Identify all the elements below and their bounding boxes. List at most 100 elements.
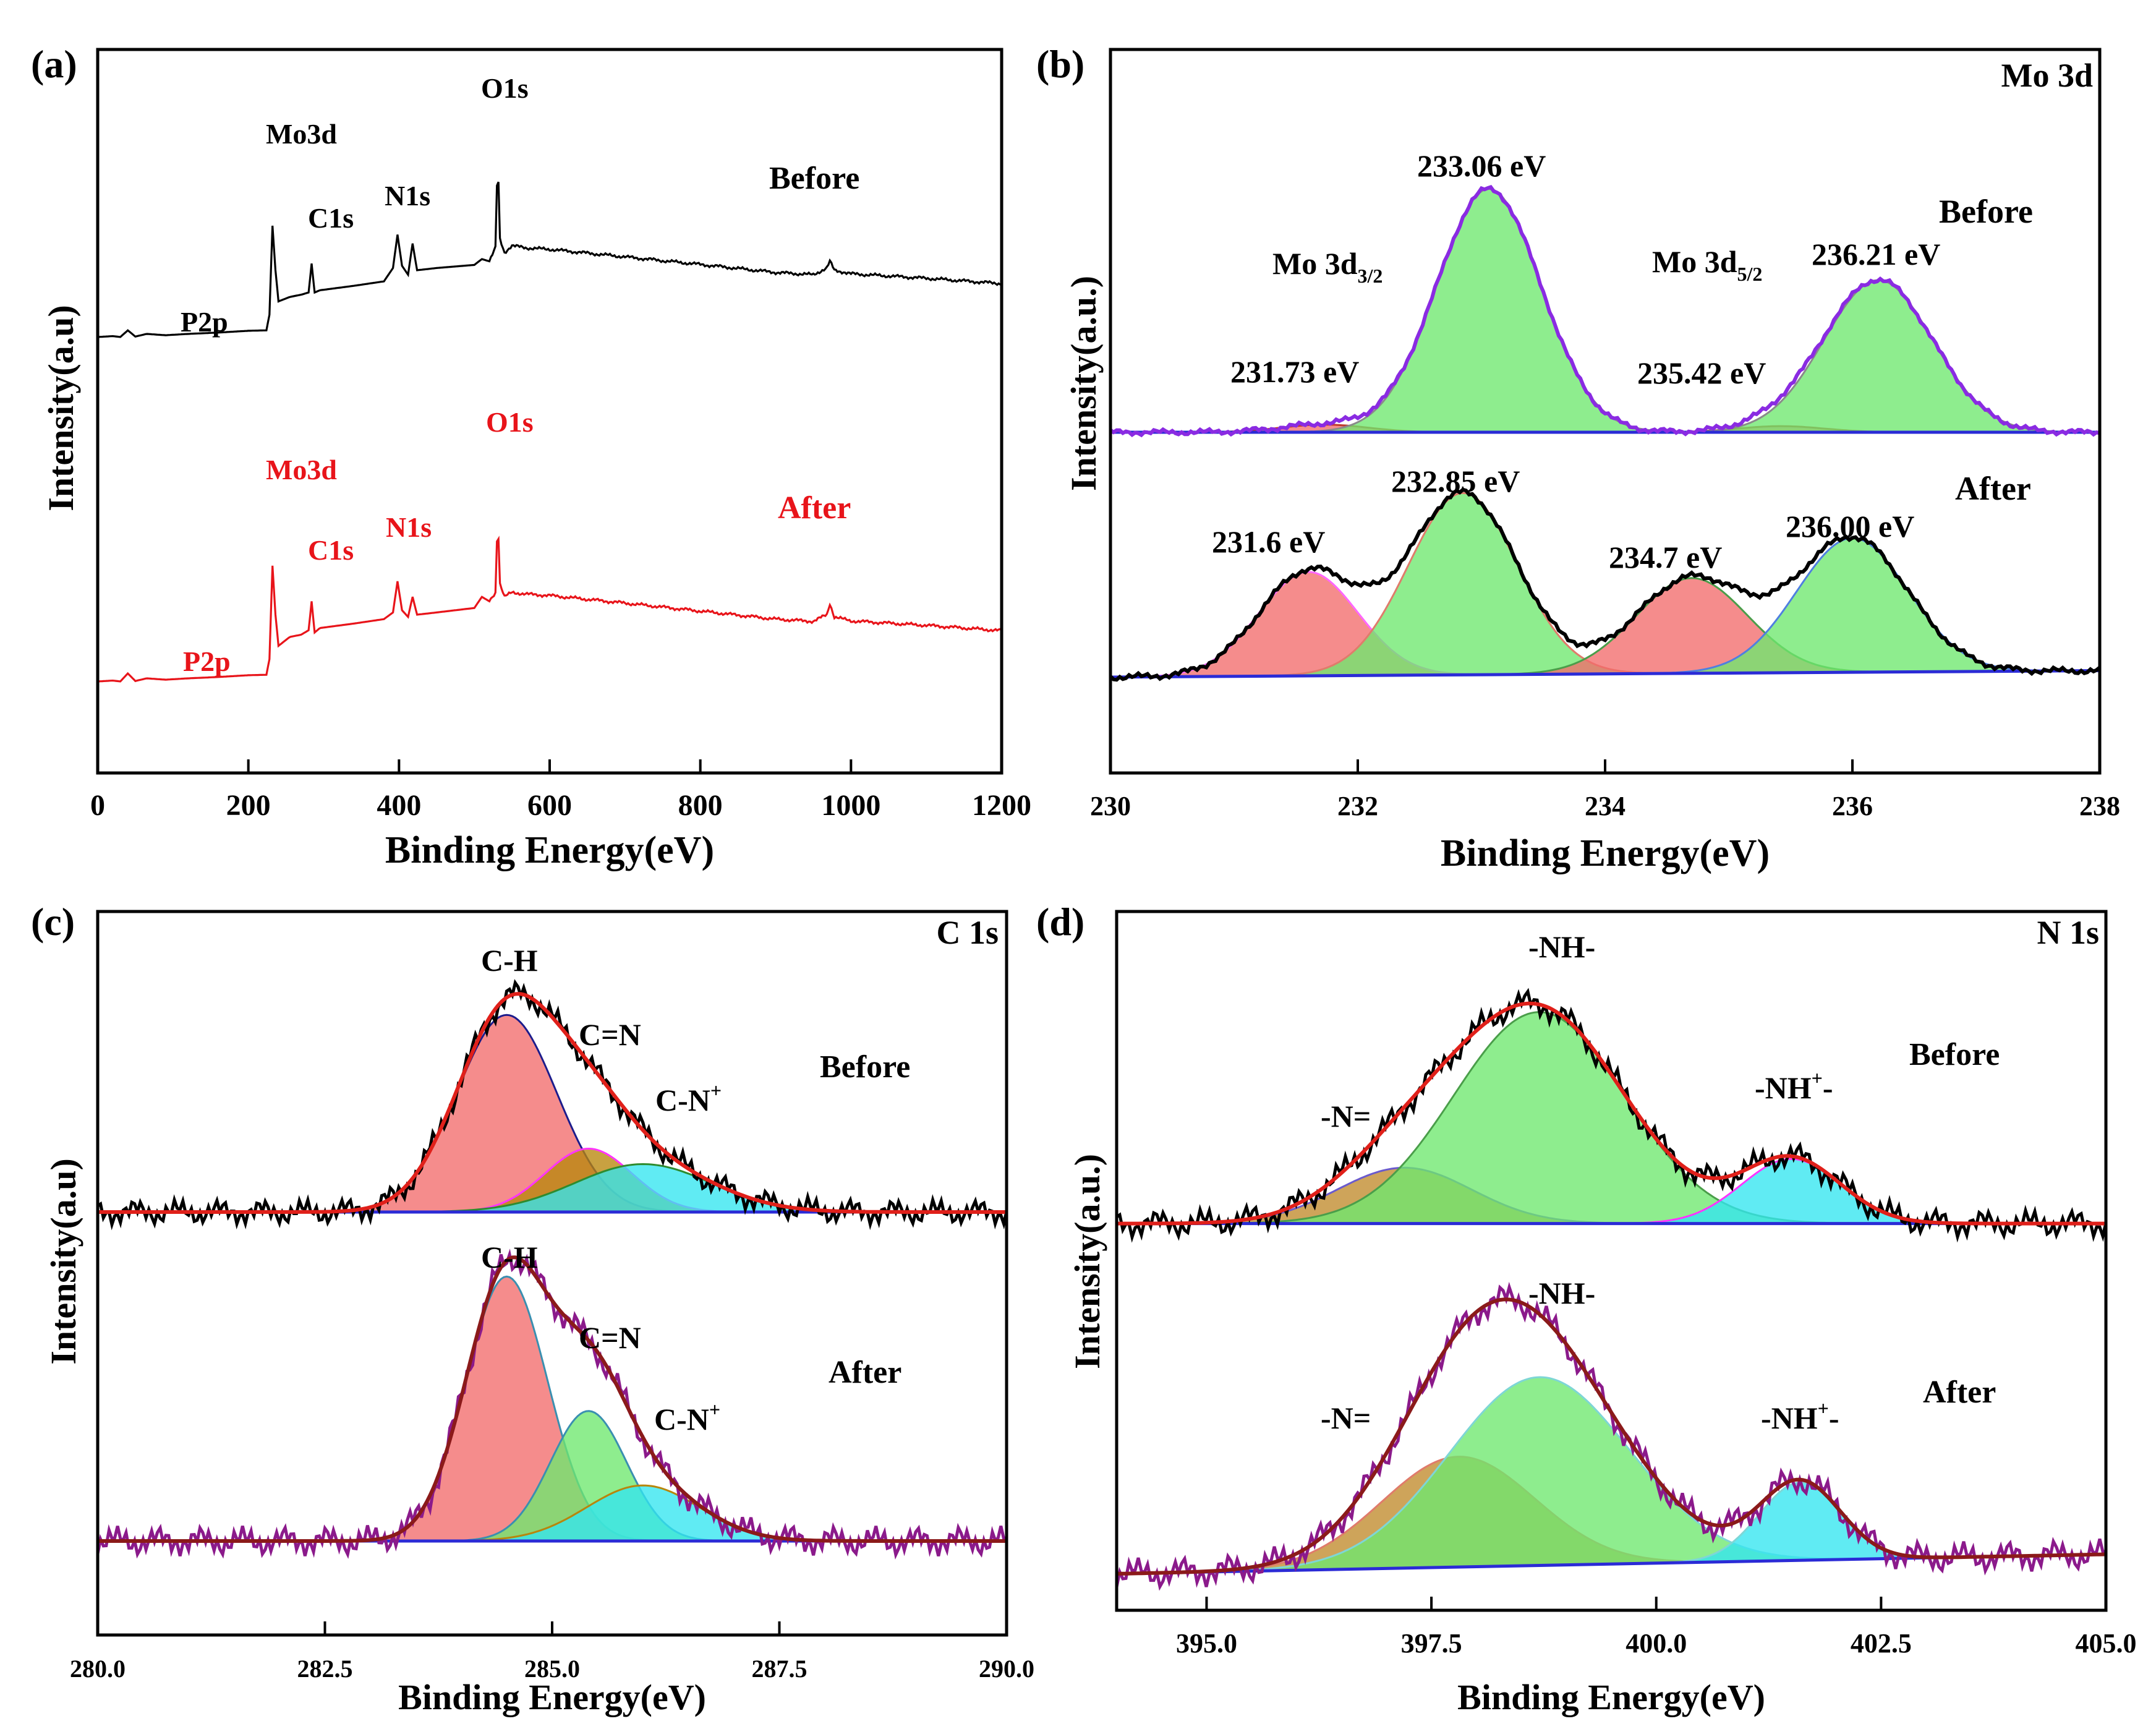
a-label-o1s-after: O1s bbox=[486, 406, 534, 438]
c-annotation-before: Before bbox=[820, 1049, 910, 1085]
a-series-before bbox=[97, 181, 1002, 338]
c-after-envelope bbox=[98, 1255, 1007, 1543]
panel-c-ylabel: Intensity(a.u) bbox=[43, 1158, 83, 1365]
d-annotation-before: Before bbox=[1909, 1037, 2000, 1072]
a-label-c1s-before: C1s bbox=[308, 202, 354, 234]
c-tick-label-0: 280.0 bbox=[70, 1655, 126, 1683]
b-tick-label-2: 234 bbox=[1585, 791, 1626, 821]
panel-b-mo3d-spectrum: 230 232 234 236 238 (b) Mo 3d Binding Energy… bbox=[1036, 42, 2120, 874]
a-label-n1s-after: N1s bbox=[386, 511, 432, 543]
b-label-236-00: 236.00 eV bbox=[1786, 509, 1914, 544]
b-label-mo3d52: Mo 3d5/2 bbox=[1652, 244, 1762, 285]
a-tick-label-1: 200 bbox=[226, 789, 271, 822]
c-tick-label-3: 287.5 bbox=[752, 1655, 807, 1683]
panel-a-x-ticks: 0 200 400 600 800 1000 1200 bbox=[90, 759, 1031, 822]
b-after-envelope bbox=[1109, 487, 2101, 682]
d-tick-label-1: 397.5 bbox=[1401, 1628, 1462, 1659]
d-label-nhplus-before: -NH+- bbox=[1755, 1067, 1833, 1105]
a-tick-label-6: 1200 bbox=[972, 789, 1031, 822]
b-tick-label-1: 232 bbox=[1337, 791, 1378, 821]
d-after-envelope bbox=[1116, 1297, 2107, 1576]
panel-d-n1s-spectrum: 395.0 397.5 400.0 402.5 405.0 (d) N 1s Bindi… bbox=[1036, 900, 2137, 1717]
b-tick-label-0: 230 bbox=[1090, 791, 1131, 821]
panel-c-xlabel: Binding Energy(eV) bbox=[398, 1677, 706, 1717]
b-tick-label-4: 238 bbox=[2079, 791, 2120, 821]
panel-a-ylabel: Intensity(a.u) bbox=[41, 305, 81, 511]
d-label-n-double-after: -N= bbox=[1321, 1401, 1371, 1435]
c-tick-label-1: 282.5 bbox=[297, 1655, 353, 1683]
panel-b-xlabel: Binding Energy(eV) bbox=[1441, 832, 1770, 874]
a-label-mo3d-before: Mo3d bbox=[266, 118, 337, 150]
b-tick-label-3: 236 bbox=[1832, 791, 1873, 821]
d-tick-label-3: 402.5 bbox=[1851, 1628, 1912, 1659]
c-label-cn-double-after: C=N bbox=[579, 1320, 641, 1355]
b-label-234-7: 234.7 eV bbox=[1609, 540, 1722, 574]
c-label-cnplus-before: C-N+ bbox=[655, 1079, 722, 1117]
c-label-ch-before: C-H bbox=[481, 943, 538, 978]
d-label-n-double-before: -N= bbox=[1321, 1099, 1371, 1133]
panel-d-letter: (d) bbox=[1036, 900, 1084, 944]
d-before-envelope bbox=[1117, 1001, 2106, 1226]
a-tick-label-3: 600 bbox=[527, 789, 572, 822]
a-tick-label-0: 0 bbox=[90, 789, 105, 822]
panel-c-c1s-spectrum: 280.0 282.5 285.0 287.5 290.0 (c) C 1s Bindi… bbox=[31, 900, 1034, 1717]
b-label-mo3d32: Mo 3d3/2 bbox=[1272, 246, 1383, 287]
panel-b-letter: (b) bbox=[1036, 42, 1084, 86]
c-label-ch-after: C-H bbox=[481, 1240, 538, 1274]
c-tick-label-2: 285.0 bbox=[524, 1655, 580, 1683]
a-label-p2p-after: P2p bbox=[183, 646, 231, 677]
a-tick-label-2: 400 bbox=[377, 789, 421, 822]
b-annotation-before: Before bbox=[1939, 193, 2033, 230]
panel-a-curves bbox=[97, 181, 1003, 683]
panel-b-title: Mo 3d bbox=[2001, 57, 2094, 94]
panel-d-ylabel: Intensity(a.u.) bbox=[1067, 1154, 1107, 1369]
b-label-236-21: 236.21 eV bbox=[1812, 237, 1940, 271]
c-tick-label-4: 290.0 bbox=[979, 1655, 1034, 1683]
a-label-c1s-after: C1s bbox=[308, 534, 354, 566]
panel-c-letter: (c) bbox=[31, 900, 75, 944]
panel-b-curves bbox=[1109, 184, 2101, 682]
panel-b-ylabel: Intensity(a.u.) bbox=[1063, 276, 1104, 491]
a-label-n1s-before: N1s bbox=[385, 180, 430, 211]
a-tick-label-4: 800 bbox=[678, 789, 723, 822]
d-label-nh-before: -NH- bbox=[1528, 929, 1595, 964]
b-label-231-6: 231.6 eV bbox=[1212, 524, 1325, 559]
a-annotation-after: After bbox=[778, 490, 851, 526]
panel-c-curves bbox=[96, 979, 1008, 1560]
panel-d-xlabel: Binding Energy(eV) bbox=[1457, 1677, 1765, 1717]
c-before-envelope bbox=[98, 992, 1007, 1214]
b-before-envelope bbox=[1109, 184, 2100, 438]
a-label-p2p-before: P2p bbox=[181, 306, 228, 338]
panel-d-title: N 1s bbox=[2037, 914, 2099, 951]
a-label-mo3d-after: Mo3d bbox=[266, 454, 337, 485]
panel-a-letter: (a) bbox=[31, 42, 77, 86]
panel-a-survey-spectrum: 0 200 400 600 800 1000 1200 (a) Binding Energy… bbox=[31, 42, 1031, 871]
b-label-231-73: 231.73 eV bbox=[1230, 354, 1359, 389]
b-label-233-06: 233.06 eV bbox=[1417, 148, 1546, 183]
a-annotation-before: Before bbox=[769, 161, 859, 196]
a-series-after bbox=[97, 536, 1003, 683]
panel-a-xlabel: Binding Energy(eV) bbox=[385, 829, 714, 871]
panel-d-curves bbox=[1115, 988, 2108, 1591]
d-label-nh-after: -NH- bbox=[1528, 1276, 1595, 1310]
c-label-cn-double-before: C=N bbox=[579, 1017, 641, 1052]
panel-b-x-ticks: 230 232 234 236 238 bbox=[1090, 759, 2120, 821]
c-label-cnplus-after: C-N+ bbox=[654, 1398, 720, 1437]
panel-c-x-ticks: 280.0 282.5 285.0 287.5 290.0 bbox=[70, 1621, 1034, 1683]
d-tick-label-2: 400.0 bbox=[1626, 1628, 1687, 1659]
d-label-nhplus-after: -NH+- bbox=[1761, 1397, 1839, 1435]
a-tick-label-5: 1000 bbox=[821, 789, 880, 822]
b-label-235-42: 235.42 eV bbox=[1637, 356, 1766, 390]
b-after-baseline bbox=[1110, 669, 2100, 679]
panel-d-frame bbox=[1115, 910, 2108, 1612]
d-tick-label-0: 395.0 bbox=[1176, 1628, 1237, 1659]
d-annotation-after: After bbox=[1923, 1375, 1996, 1410]
panel-c-title: C 1s bbox=[936, 914, 999, 951]
b-annotation-after: After bbox=[1955, 470, 2031, 507]
a-label-o1s-before: O1s bbox=[481, 72, 529, 104]
b-label-232-85: 232.85 eV bbox=[1391, 464, 1520, 498]
d-tick-label-4: 405.0 bbox=[2076, 1628, 2137, 1659]
c-annotation-after: After bbox=[829, 1355, 901, 1390]
panel-d-x-ticks: 395.0 397.5 400.0 402.5 405.0 bbox=[1176, 1597, 2137, 1659]
